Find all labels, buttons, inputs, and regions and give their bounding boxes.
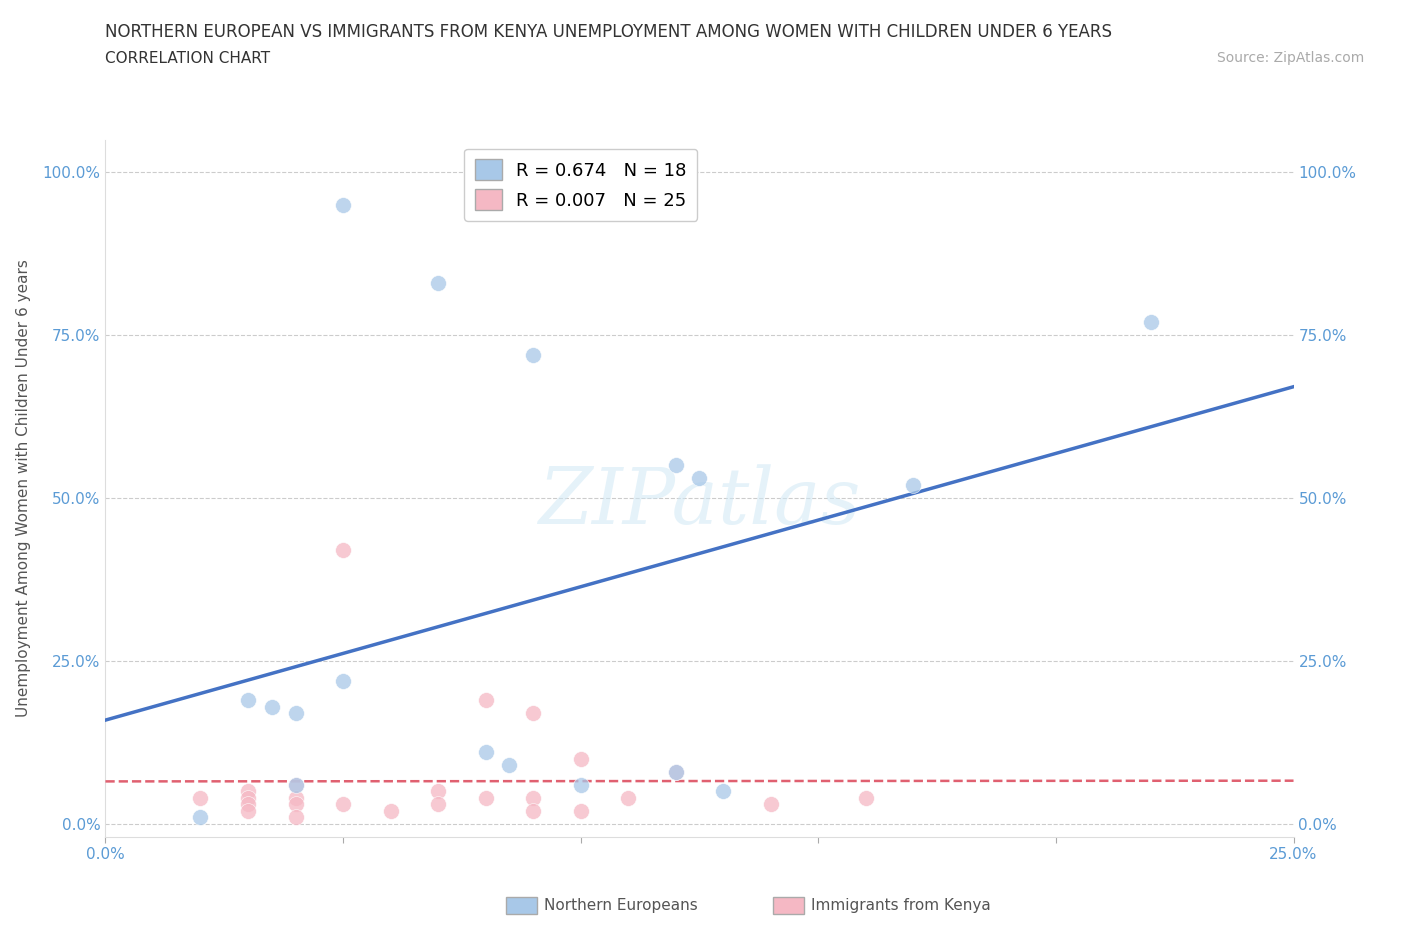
Text: Immigrants from Kenya: Immigrants from Kenya [811,898,991,913]
Point [903,477,925,492]
Point [284,706,307,721]
Point [665,458,688,472]
Point [427,784,450,799]
Point [1140,314,1163,329]
Point [569,777,592,792]
Text: Northern Europeans: Northern Europeans [544,898,697,913]
Point [236,804,259,818]
Point [284,810,307,825]
Point [236,693,259,708]
Point [427,275,450,290]
Point [332,197,354,212]
Text: Source: ZipAtlas.com: Source: ZipAtlas.com [1216,51,1364,65]
Point [498,758,520,773]
Text: CORRELATION CHART: CORRELATION CHART [105,51,270,66]
Point [665,764,688,779]
Point [260,699,283,714]
Point [617,790,640,805]
Point [236,784,259,799]
Point [855,790,877,805]
Point [190,810,212,825]
Point [474,693,496,708]
Point [522,347,544,362]
Point [332,797,354,812]
Point [665,764,688,779]
Point [190,790,212,805]
Point [522,706,544,721]
Point [284,777,307,792]
Point [284,777,307,792]
Point [236,790,259,805]
Point [522,804,544,818]
Point [284,790,307,805]
Point [474,745,496,760]
Point [711,784,734,799]
Text: ZIPatlas: ZIPatlas [538,464,860,540]
Point [380,804,402,818]
Point [236,797,259,812]
Point [332,543,354,558]
Point [689,471,711,485]
Text: NORTHERN EUROPEAN VS IMMIGRANTS FROM KENYA UNEMPLOYMENT AMONG WOMEN WITH CHILDRE: NORTHERN EUROPEAN VS IMMIGRANTS FROM KEN… [105,23,1112,41]
Y-axis label: Unemployment Among Women with Children Under 6 years: Unemployment Among Women with Children U… [17,259,31,717]
Point [522,790,544,805]
Point [427,797,450,812]
Point [474,790,496,805]
Point [332,673,354,688]
Point [569,804,592,818]
Point [759,797,782,812]
Point [569,751,592,766]
Legend: R = 0.674   N = 18, R = 0.007   N = 25: R = 0.674 N = 18, R = 0.007 N = 25 [464,149,697,221]
Point [284,797,307,812]
